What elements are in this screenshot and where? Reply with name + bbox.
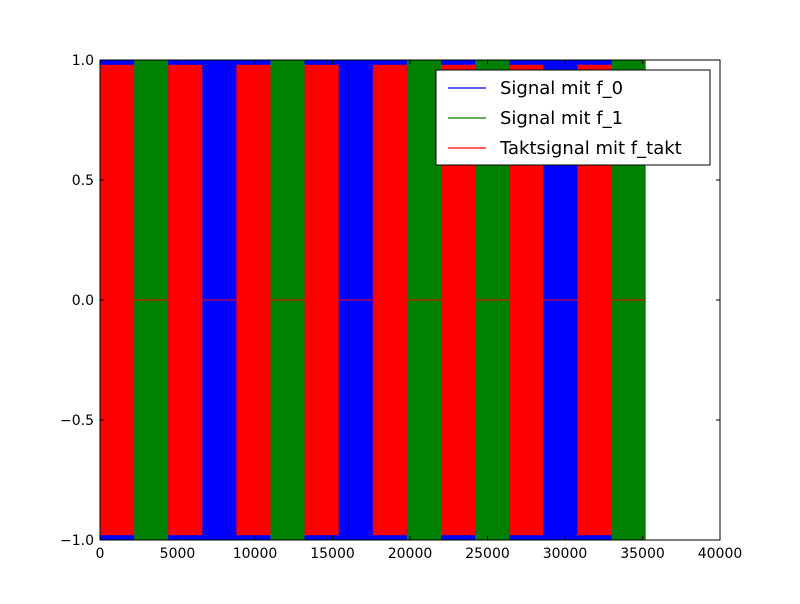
- y-tick-label: 0.0: [72, 293, 94, 309]
- y-tick-label: −0.5: [60, 413, 94, 429]
- x-tick-label: 15000: [310, 546, 355, 562]
- x-tick-label: 20000: [388, 546, 433, 562]
- x-tick-label: 0: [96, 546, 105, 562]
- y-tick-label: 1.0: [72, 53, 94, 69]
- x-tick-label: 5000: [160, 546, 196, 562]
- legend: Signal mit f_0 Signal mit f_1 Taktsignal m…: [435, 69, 711, 166]
- legend-label: Signal mit f_1: [500, 108, 623, 129]
- y-tick-label: −1.0: [60, 533, 94, 549]
- legend-label: Signal mit f_0: [500, 78, 623, 99]
- y-tick-label: 0.5: [72, 173, 94, 189]
- axes: 0 5000 10000 15000 20000 25000 30000 35000 40000…: [60, 53, 742, 562]
- x-tick-label: 10000: [233, 546, 278, 562]
- legend-label: Taktsignal mit f_takt: [499, 138, 682, 159]
- x-tick-label: 30000: [543, 546, 588, 562]
- x-tick-label: 35000: [620, 546, 665, 562]
- x-tick-label: 40000: [698, 546, 743, 562]
- x-tick-label: 25000: [465, 546, 510, 562]
